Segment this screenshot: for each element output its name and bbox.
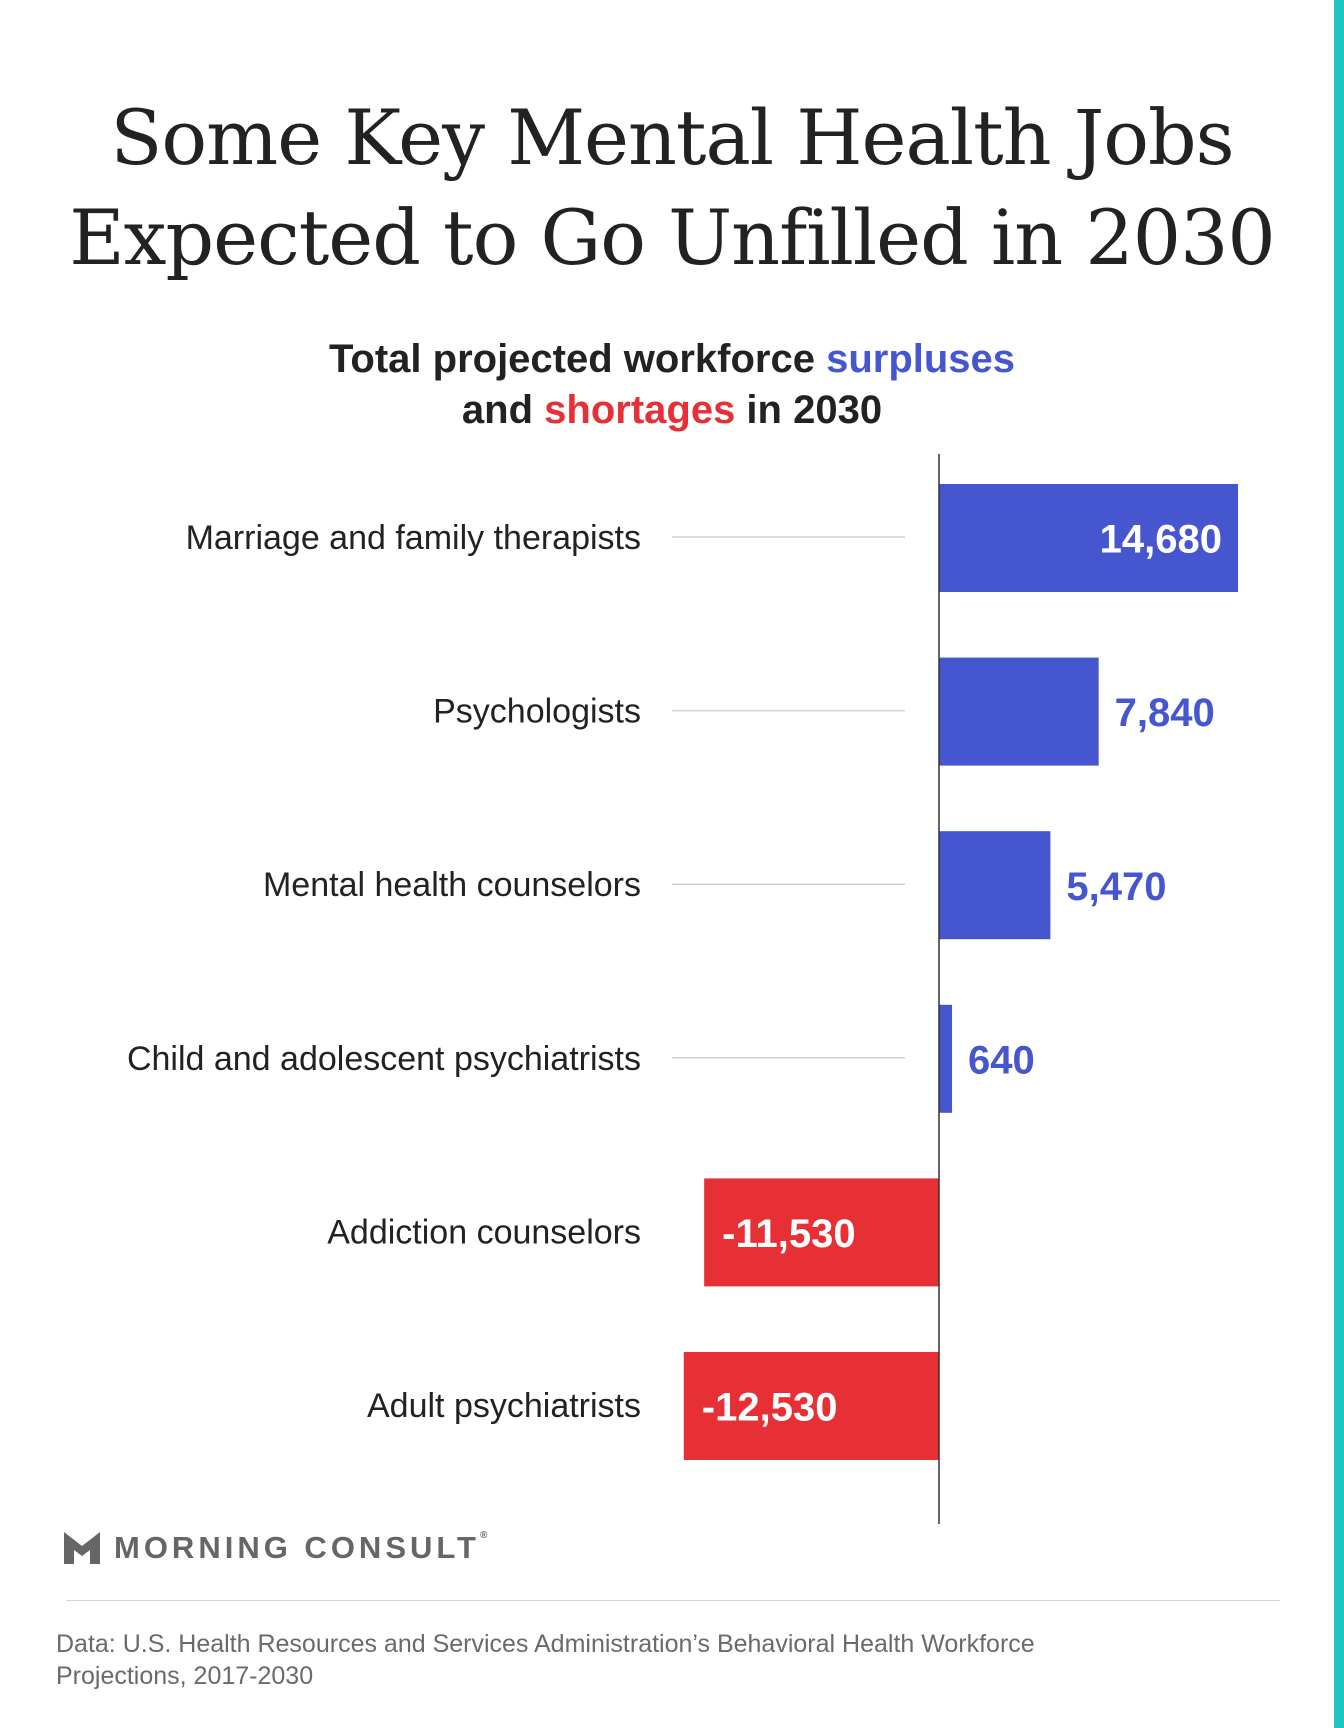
category-label: Adult psychiatrists xyxy=(367,1387,641,1425)
bar xyxy=(939,484,1238,592)
bar xyxy=(939,831,1051,940)
value-label: -11,530 xyxy=(722,1212,855,1256)
value-label: 640 xyxy=(968,1038,1035,1082)
bar xyxy=(939,657,1099,766)
morning-consult-logo: MORNING CONSULT® xyxy=(64,1530,487,1566)
subtitle-text: and xyxy=(461,388,545,432)
brand-name-text: MORNING CONSULT xyxy=(114,1530,480,1565)
value-label: 5,470 xyxy=(1066,865,1166,909)
bar xyxy=(704,1178,939,1287)
surpluses-highlight: surpluses xyxy=(826,337,1016,381)
value-label: 7,840 xyxy=(1115,691,1215,735)
value-label: 14,680 xyxy=(1100,518,1222,562)
source-line-2: Projections, 2017-2030 xyxy=(56,1662,314,1690)
subtitle-text: Total projected workforce xyxy=(328,337,827,381)
source-line-1: Data: U.S. Health Resources and Services… xyxy=(56,1630,1035,1658)
subtitle-line-1: Total projected workforce surpluses xyxy=(0,334,1344,385)
registered-mark: ® xyxy=(479,1530,488,1541)
value-label: -12,530 xyxy=(702,1386,838,1430)
chart-subtitle: Total projected workforce surpluses and … xyxy=(0,334,1344,436)
title-line-2: Expected to Go Unfilled in 2030 xyxy=(69,193,1276,282)
bar xyxy=(939,1004,953,1113)
category-label: Addiction counselors xyxy=(327,1213,641,1251)
accent-strip xyxy=(1334,0,1344,1728)
morning-consult-mark-icon xyxy=(64,1532,100,1564)
brand-name: MORNING CONSULT® xyxy=(114,1530,487,1566)
category-label: Mental health counselors xyxy=(263,866,641,904)
subtitle-text: in 2030 xyxy=(735,388,883,432)
subtitle-line-2: and shortages in 2030 xyxy=(0,385,1344,436)
shortages-highlight: shortages xyxy=(544,388,736,432)
category-label: Child and adolescent psychiatrists xyxy=(127,1040,641,1078)
chart-title: Some Key Mental Health Jobs Expected to … xyxy=(0,88,1344,288)
source-note: Data: U.S. Health Resources and Services… xyxy=(56,1628,1176,1692)
title-line-1: Some Key Mental Health Jobs xyxy=(110,93,1234,182)
category-label: Psychologists xyxy=(433,693,641,731)
bar xyxy=(683,1352,939,1460)
category-label: Marriage and family therapists xyxy=(186,519,641,557)
footer-divider xyxy=(66,1600,1280,1601)
